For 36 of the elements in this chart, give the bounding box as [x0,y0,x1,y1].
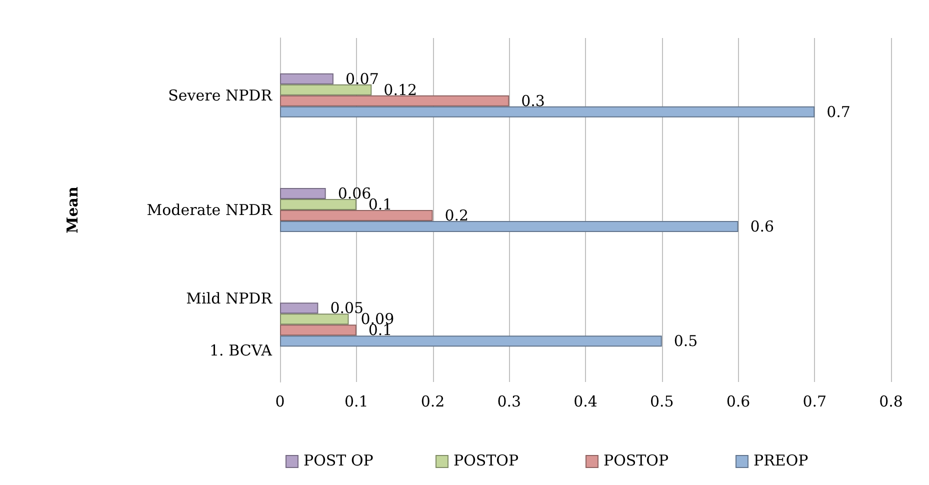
bar [280,106,815,118]
x-tick-label: 0.7 [802,392,827,410]
x-tick-label: 0 [275,392,285,410]
bar [280,188,326,199]
x-tick-label: 0.5 [650,392,674,410]
bar [280,336,662,347]
legend-label: POSTOP [604,452,669,470]
x-tick-label: 0.3 [497,392,522,410]
data-label: 0.3 [521,92,545,110]
data-label: 0.07 [345,70,379,88]
data-label: 0.5 [674,332,698,350]
data-label: 0.7 [826,102,850,121]
x-tick-label: 0.1 [344,392,368,410]
bar [280,95,510,106]
bar [280,221,738,232]
legend-label: POST OP [304,452,374,470]
legend-label: PREOP [754,452,808,470]
bar [280,302,318,314]
y-tick-label: Severe NPDR [168,86,273,104]
y-axis-title: Mean [64,186,82,234]
category-label: Mild NPDR 1. BCVA [186,290,272,360]
bar [280,210,433,221]
x-tick-label: 0.2 [420,392,445,410]
bar [280,314,349,325]
bar [280,324,356,336]
bar [280,84,372,96]
bar [280,73,334,84]
x-tick-label: 0.6 [726,392,750,410]
legend-label: POSTOP [454,452,519,470]
data-label: 0.6 [750,218,774,236]
data-label: 0.2 [444,206,469,224]
x-tick-label: 0.4 [574,392,598,410]
x-tick-label: 0.8 [879,392,903,410]
bar [280,199,356,210]
data-label: 0.12 [384,80,418,99]
y-tick-label: Moderate NPDR [146,201,273,219]
